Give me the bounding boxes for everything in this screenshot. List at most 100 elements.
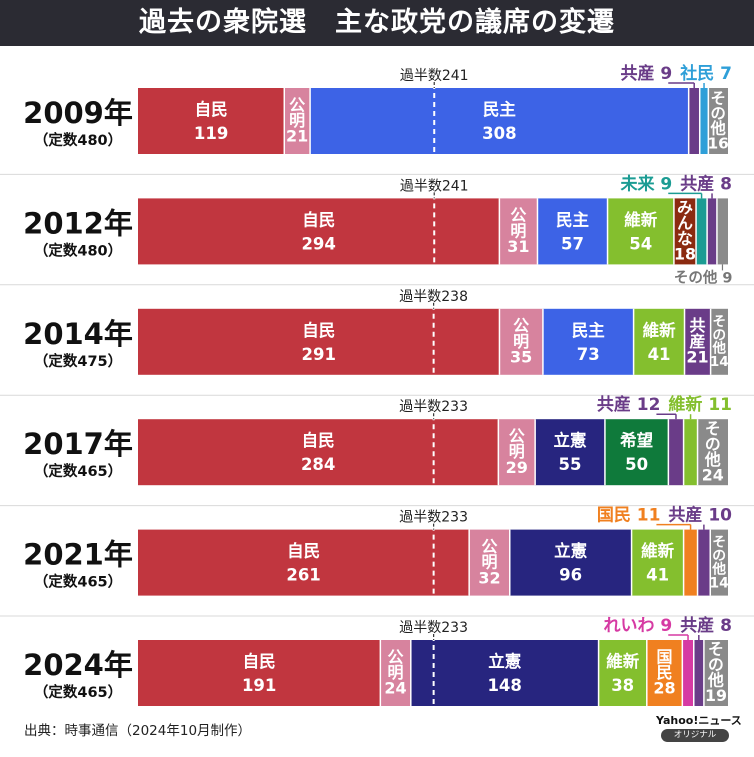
row-2012-seg-5-label: 未来 9 <box>620 173 673 194</box>
row-2009-year-label: 2009年 <box>23 96 133 130</box>
row-2017-seg-4-label: 共産 12 <box>597 394 661 415</box>
row-2017-seg-0-value: 284 <box>301 455 335 474</box>
row-2014-seg-2-bar <box>542 308 634 375</box>
row-2024-seg-1-bar <box>380 640 411 706</box>
row-2014-seg-5-bar <box>710 308 728 375</box>
row-2012-seg-0-value: 294 <box>301 234 335 253</box>
row-2012-total-label: （定数480） <box>34 241 122 259</box>
row-2009-seg-2-label: 民主 <box>483 99 516 119</box>
logo-badge: オリジナル <box>661 729 729 742</box>
row-2017-seg-2-value: 55 <box>559 455 582 474</box>
row-2024-seg-0-bar <box>138 640 381 706</box>
row-2017-seg-5-label: 維新 11 <box>668 394 732 415</box>
row-2021-seg-2-value: 96 <box>559 566 582 585</box>
row-2014-seg-1-label: 公明 <box>513 316 529 351</box>
row-2017-seg-3-label: 希望 <box>620 430 653 450</box>
row-2012-seg-6-label: 共産 8 <box>680 173 732 194</box>
row-2014-seg-5-label: その他 <box>712 314 727 357</box>
row-2024-seg-6-bar <box>693 640 704 706</box>
row-2014-seg-5-value: 14 <box>710 354 729 370</box>
row-2009-seg-2-bar <box>310 88 689 154</box>
row-2017-seg-5-bar <box>683 419 698 486</box>
row-2017-seg-1-label: 公明 <box>509 427 525 462</box>
row-2014-seg-3-value: 41 <box>648 345 671 364</box>
row-2021-seg-0-label: 自民 <box>287 541 320 561</box>
row-2012-seg-2-label: 民主 <box>556 209 589 229</box>
row-2009-seg-1-bar <box>284 88 311 154</box>
row-2012-seg-2-value: 57 <box>561 234 584 253</box>
row-2021-seg-1-value: 32 <box>478 568 500 587</box>
row-2017-seg-2-bar <box>535 419 605 486</box>
row-2024-total-label: （定数465） <box>34 683 122 701</box>
row-2021-seg-5-label: 共産 10 <box>668 505 732 526</box>
row-2024-seg-5-bar <box>682 640 694 706</box>
row-2012-year-label: 2012年 <box>23 206 133 240</box>
row-2009-seg-4-label: 社民 7 <box>679 63 732 84</box>
row-2021-seg-0-bar <box>138 529 470 596</box>
row-2014-seg-2-value: 73 <box>577 345 600 364</box>
row-2012-seg-5-bar <box>696 198 708 265</box>
row-2021-seg-0-value: 261 <box>286 566 320 585</box>
row-2024-seg-1-value: 24 <box>384 679 406 698</box>
row-2012-seg-7-bar <box>716 198 728 265</box>
row-2014-seg-4-label: 共産 <box>690 316 706 351</box>
row-2024-seg-1-label: 公明 <box>388 647 404 682</box>
row-2012-seg-4-label: みんな <box>677 198 693 248</box>
row-2012-seg-3-bar <box>607 198 674 265</box>
row-2024-seg-3-value: 38 <box>611 676 634 695</box>
row-2021-seg-4-bar <box>683 529 698 596</box>
row-2024-seg-5-label: れいわ 9 <box>604 616 673 636</box>
row-2024-seg-4-value: 28 <box>653 679 675 698</box>
row-2009-seg-2-value: 308 <box>482 124 516 143</box>
row-2024-seg-4-label: 国民 <box>657 647 673 682</box>
row-2009-seg-0-bar <box>138 88 285 154</box>
row-2017-year-label: 2017年 <box>23 427 133 461</box>
row-2021-seg-3-value: 41 <box>646 566 669 585</box>
row-2021-seg-6-bar <box>710 529 728 596</box>
row-2014-seg-4-bar <box>684 308 711 375</box>
row-2009-seg-4-bar <box>699 88 709 154</box>
row-2017-seg-3-bar <box>604 419 669 486</box>
row-2024-seg-7-label: その他 <box>707 640 724 690</box>
row-2024-year-label: 2024年 <box>23 648 133 682</box>
row-2012-seg-2-bar <box>537 198 608 265</box>
row-2021-seg-1-label: 公明 <box>481 537 497 572</box>
row-2021-total-label: （定数465） <box>34 573 122 591</box>
row-2024-majority-label: 過半数233 <box>399 620 468 636</box>
row-2021-seg-6-label: その他 <box>711 535 726 578</box>
row-2014-seg-0-label: 自民 <box>302 320 335 340</box>
row-2017-total-label: （定数465） <box>34 462 122 480</box>
page-title: 過去の衆院選 主な政党の議席の変遷 <box>0 0 754 46</box>
row-2012-seg-6-bar <box>707 198 717 265</box>
row-2014-seg-1-bar <box>499 308 543 375</box>
source-note: 出典：時事通信（2024年10月制作） <box>24 723 252 739</box>
row-2009-seg-0-value: 119 <box>194 124 228 143</box>
row-2009-majority-label: 過半数241 <box>400 68 469 84</box>
row-2021-seg-2-bar <box>509 529 632 596</box>
row-2021-seg-6-value: 14 <box>709 575 728 591</box>
row-2024-seg-3-bar <box>598 640 647 706</box>
row-2017-majority-label: 過半数233 <box>399 399 468 415</box>
row-2014-seg-0-bar <box>138 308 500 375</box>
row-2009-seg-5-label: その他 <box>709 89 726 137</box>
row-2009-seg-3-label: 共産 9 <box>621 63 673 84</box>
row-2014-total-label: （定数475） <box>34 352 122 370</box>
row-2024-seg-6-label: 共産 8 <box>680 615 732 636</box>
row-2014-seg-3-label: 維新 <box>643 320 677 340</box>
row-2014-year-label: 2014年 <box>23 317 133 351</box>
row-2021-seg-3-bar <box>631 529 684 596</box>
yahoo-news-logo: Yahoo!ニュース オリジナル <box>656 713 742 745</box>
row-2012-seg-1-value: 31 <box>507 237 529 256</box>
row-2021-seg-3-label: 維新 <box>641 541 675 561</box>
row-2009-seg-5-bar <box>708 88 728 154</box>
row-2012-seg-3-value: 54 <box>629 234 652 253</box>
row-2024-seg-3-label: 維新 <box>606 651 640 671</box>
row-2012-seg-4-value: 18 <box>674 245 696 264</box>
row-2017-seg-6-label: その他 <box>704 419 721 469</box>
row-2021-year-label: 2021年 <box>23 538 133 572</box>
row-2014-majority-label: 過半数238 <box>399 289 468 305</box>
row-2021-seg-2-label: 立憲 <box>554 541 588 561</box>
row-2009-seg-1-value: 21 <box>286 127 308 146</box>
